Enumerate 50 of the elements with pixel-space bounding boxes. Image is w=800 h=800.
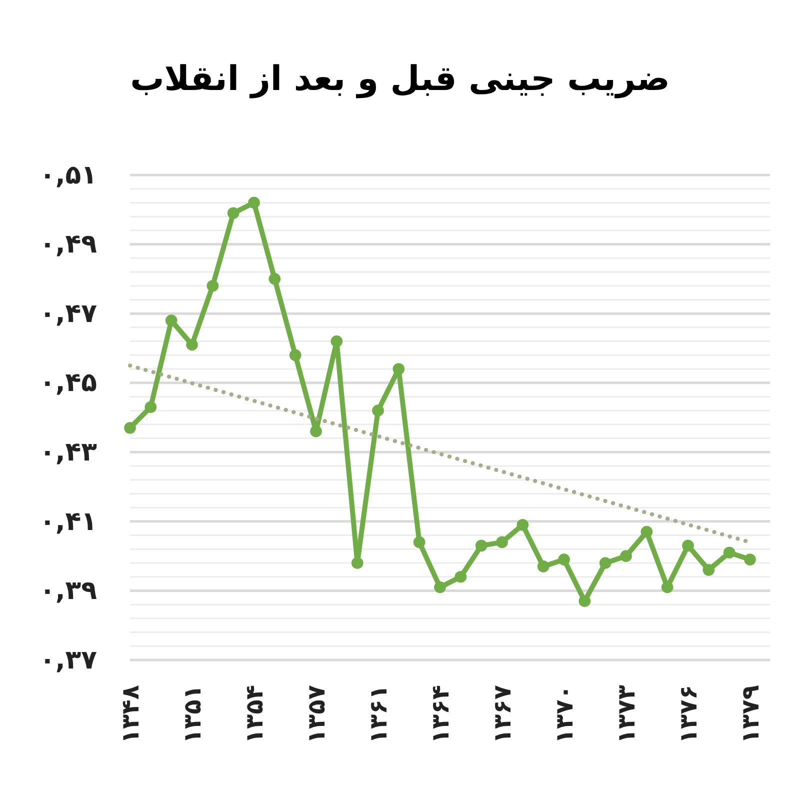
point	[578, 595, 591, 608]
y-tick-label: ۰,۳۹	[40, 576, 98, 606]
x-tick-label: ۱۳۶۷	[488, 684, 516, 744]
x-tick-label: ۱۳۵۴	[240, 685, 268, 744]
point	[434, 581, 446, 594]
point	[248, 196, 260, 209]
point	[330, 335, 343, 348]
y-tick-label: ۰,۴۱	[40, 506, 97, 537]
point	[310, 425, 322, 438]
point	[144, 401, 157, 414]
x-tick-label: ۱۳۶۴	[426, 685, 454, 744]
point	[475, 540, 488, 552]
point	[516, 518, 529, 531]
point	[413, 536, 426, 548]
x-tick-label: ۱۳۷۹	[736, 684, 764, 744]
point	[682, 540, 694, 552]
point	[744, 554, 756, 566]
chart-title: ضریب جینی قبل و بعد از انقلاب	[130, 59, 670, 99]
y-tick-label: ۰,۴۹	[40, 230, 98, 260]
point	[640, 526, 653, 538]
x-tick-label: ۱۳۵۱	[178, 685, 206, 744]
y-tick-label: ۰,۴۵	[40, 368, 98, 398]
x-tick-label: ۱۳۷۰	[550, 685, 578, 744]
point	[165, 314, 178, 326]
y-tick-label: ۰,۴۷	[40, 298, 98, 329]
point	[599, 557, 612, 569]
point	[702, 564, 715, 576]
x-tick-label: ۱۳۵۷	[302, 684, 330, 744]
point	[454, 570, 467, 583]
x-tick-label: ۱۳۷۶	[674, 685, 702, 744]
point	[558, 554, 570, 566]
point	[351, 557, 364, 569]
point	[268, 273, 281, 285]
point	[186, 338, 198, 351]
y-tick-label: ۰,۳۷	[40, 645, 98, 676]
point	[206, 280, 219, 292]
point	[372, 404, 384, 416]
point	[289, 349, 302, 362]
point	[392, 363, 405, 375]
y-tick-label: ۰,۴۳	[40, 437, 98, 468]
point	[227, 207, 240, 220]
x-tick-label: ۱۳۴۸	[116, 684, 144, 744]
point	[620, 550, 632, 562]
y-tick-label: ۰,۵۱	[40, 160, 97, 190]
point	[723, 546, 736, 559]
x-tick-label: ۱۳۷۳	[612, 684, 640, 744]
point	[124, 422, 136, 434]
x-tick-label: ۱۳۶۱	[364, 685, 392, 744]
point	[496, 536, 508, 548]
point	[537, 560, 550, 572]
